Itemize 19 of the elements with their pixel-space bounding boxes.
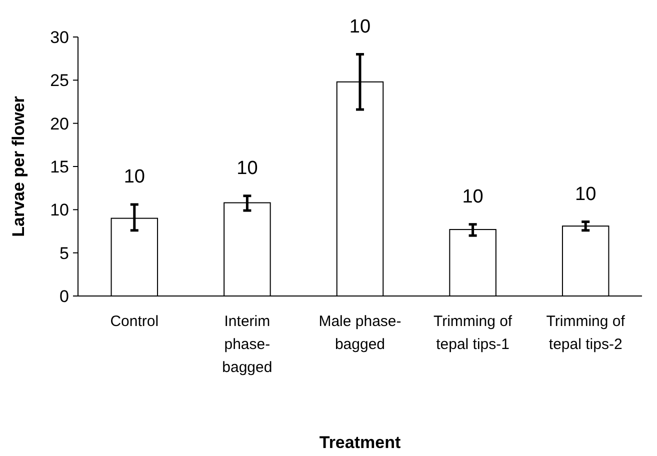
- x-tick-label: Trimming of tepal tips-2: [546, 313, 626, 353]
- y-tick-label: 10: [50, 200, 69, 220]
- y-tick-label: 20: [50, 114, 69, 134]
- y-axis-title: Larvae per flower: [9, 96, 28, 237]
- x-axis-title: Treatment: [319, 433, 401, 452]
- y-tick-label: 0: [60, 286, 69, 306]
- x-tick-label: Male phase-bagged: [318, 313, 402, 353]
- x-tick-label: Trimming of tepal tips-1: [433, 313, 513, 353]
- y-tick-label: 5: [60, 244, 69, 263]
- x-tick-label: Interim phase-bagged: [222, 313, 272, 376]
- y-tick-label: 25: [50, 71, 69, 90]
- x-tick-label: Control: [110, 313, 159, 330]
- annotation: 10: [575, 184, 596, 205]
- annotation: 10: [349, 16, 371, 38]
- y-tick-label: 15: [50, 157, 69, 176]
- annotation: 10: [462, 186, 484, 208]
- y-tick-label: 30: [50, 28, 69, 47]
- annotation: 10: [124, 166, 145, 188]
- annotation: 10: [236, 158, 258, 179]
